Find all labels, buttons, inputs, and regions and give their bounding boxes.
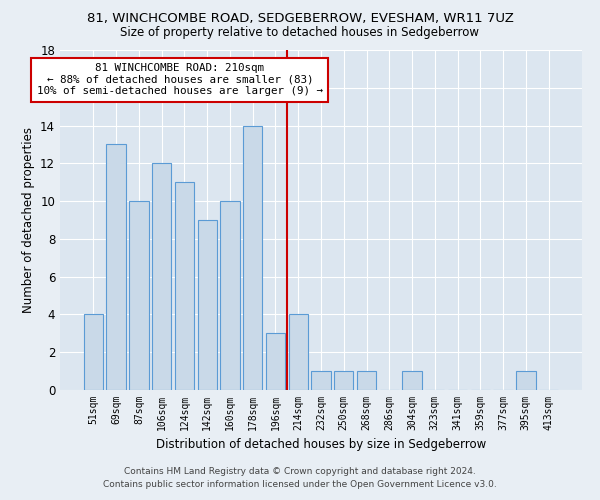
Bar xyxy=(516,371,536,390)
Text: 81, WINCHCOMBE ROAD, SEDGEBERROW, EVESHAM, WR11 7UZ: 81, WINCHCOMBE ROAD, SEDGEBERROW, EVESHA… xyxy=(86,12,514,25)
Text: Contains HM Land Registry data © Crown copyright and database right 2024.
Contai: Contains HM Land Registry data © Crown c… xyxy=(103,468,497,489)
X-axis label: Distribution of detached houses by size in Sedgeberrow: Distribution of detached houses by size … xyxy=(156,438,486,452)
Bar xyxy=(197,220,217,390)
Bar xyxy=(403,371,422,390)
Bar xyxy=(311,371,331,390)
Bar xyxy=(334,371,353,390)
Bar xyxy=(84,314,103,390)
Bar xyxy=(106,144,126,390)
Text: Size of property relative to detached houses in Sedgeberrow: Size of property relative to detached ho… xyxy=(121,26,479,39)
Bar xyxy=(129,201,149,390)
Bar xyxy=(175,182,194,390)
Bar xyxy=(266,334,285,390)
Y-axis label: Number of detached properties: Number of detached properties xyxy=(22,127,35,313)
Bar xyxy=(152,164,172,390)
Bar xyxy=(243,126,262,390)
Bar xyxy=(357,371,376,390)
Bar xyxy=(289,314,308,390)
Bar xyxy=(220,201,239,390)
Text: 81 WINCHCOMBE ROAD: 210sqm
← 88% of detached houses are smaller (83)
10% of semi: 81 WINCHCOMBE ROAD: 210sqm ← 88% of deta… xyxy=(37,63,323,96)
